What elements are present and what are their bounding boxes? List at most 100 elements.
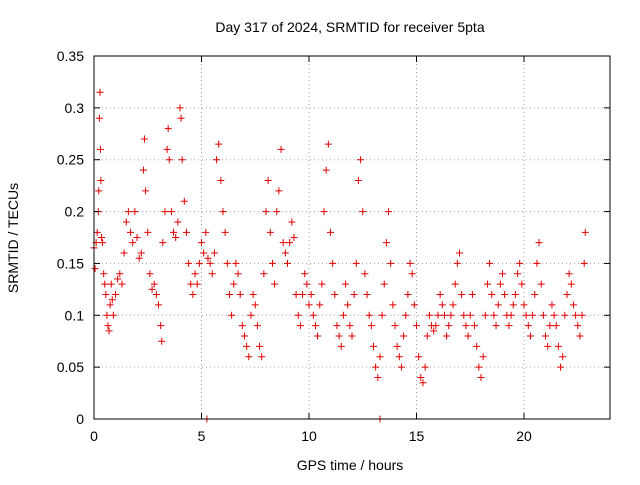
- data-point: [569, 301, 577, 309]
- data-point: [150, 280, 158, 288]
- y-axis-label: SRMTID / TECUs: [5, 183, 21, 293]
- data-point: [112, 291, 119, 299]
- data-point: [419, 379, 427, 387]
- data-point: [402, 311, 410, 319]
- data-point: [460, 311, 468, 319]
- data-point: [537, 280, 545, 288]
- data-point: [387, 259, 395, 267]
- data-point: [415, 353, 423, 361]
- data-point: [533, 259, 541, 267]
- data-point: [524, 322, 532, 330]
- data-point: [509, 301, 517, 309]
- data-point: [389, 301, 397, 309]
- data-point: [501, 291, 509, 299]
- data-point: [557, 363, 565, 371]
- data-point: [217, 176, 225, 184]
- data-point: [434, 311, 442, 319]
- data-point: [155, 301, 162, 309]
- data-point: [324, 140, 332, 148]
- data-point: [456, 249, 463, 257]
- data-point: [163, 145, 171, 153]
- chart-title: Day 317 of 2024, SRMTID for receiver 5pt…: [215, 19, 484, 35]
- data-point: [499, 270, 506, 278]
- data-point: [567, 280, 575, 288]
- data-point: [230, 280, 238, 288]
- x-axis-label: GPS time / hours: [297, 457, 404, 473]
- data-point: [376, 353, 384, 361]
- data-point: [544, 342, 552, 350]
- data-point: [185, 259, 193, 267]
- data-point: [288, 218, 296, 226]
- data-point: [365, 311, 373, 319]
- data-point: [170, 228, 178, 236]
- data-point: [329, 259, 337, 267]
- data-point: [352, 259, 360, 267]
- data-point: [408, 270, 416, 278]
- data-point: [520, 301, 528, 309]
- data-point: [477, 374, 485, 382]
- data-point: [219, 208, 227, 216]
- data-point: [141, 135, 149, 143]
- data-point: [354, 176, 362, 184]
- y-tick-label: 0.3: [65, 100, 85, 116]
- data-point: [238, 322, 246, 330]
- x-tick-label: 0: [90, 428, 98, 444]
- data-point: [236, 291, 244, 299]
- data-point: [108, 296, 116, 304]
- data-point: [198, 239, 205, 247]
- data-point: [228, 311, 236, 319]
- data-point: [139, 166, 147, 174]
- data-point: [548, 301, 556, 309]
- data-point: [129, 239, 137, 247]
- data-point: [95, 187, 103, 195]
- data-point: [133, 234, 141, 241]
- data-point: [286, 239, 294, 247]
- data-point: [273, 208, 281, 216]
- data-point: [172, 234, 180, 241]
- data-point: [262, 208, 270, 216]
- plot-frame: [93, 55, 611, 420]
- data-point: [535, 239, 543, 247]
- data-point: [322, 166, 330, 174]
- data-point: [486, 259, 494, 267]
- x-tick-label: 5: [198, 428, 206, 444]
- data-point: [122, 218, 130, 226]
- data-point: [93, 228, 101, 236]
- data-point: [204, 254, 212, 262]
- data-point: [131, 208, 139, 216]
- data-point: [180, 197, 188, 205]
- data-point: [337, 342, 345, 350]
- y-tick-label: 0.2: [65, 204, 85, 220]
- data-point: [96, 88, 104, 96]
- data-point: [580, 259, 588, 267]
- data-point: [479, 353, 487, 361]
- data-point: [400, 332, 408, 340]
- data-point: [223, 259, 231, 267]
- data-point: [488, 291, 496, 299]
- data-point: [105, 327, 113, 335]
- y-tick-label: 0.35: [57, 48, 84, 64]
- data-point: [100, 270, 108, 278]
- data-point: [146, 270, 154, 278]
- data-point: [251, 301, 259, 309]
- data-point: [271, 280, 279, 288]
- data-point: [299, 291, 307, 299]
- data-point: [210, 249, 218, 257]
- data-point: [101, 280, 109, 288]
- data-point: [438, 301, 446, 309]
- data-point: [303, 280, 311, 288]
- data-point: [232, 259, 240, 267]
- data-point: [137, 249, 145, 257]
- data-point: [225, 291, 233, 299]
- x-tick-label: 20: [516, 428, 532, 444]
- data-point: [256, 342, 264, 350]
- data-point: [290, 234, 298, 241]
- data-point: [357, 156, 365, 164]
- data-point: [118, 280, 126, 288]
- data-point: [372, 363, 380, 371]
- data-point: [158, 337, 166, 345]
- data-point: [333, 322, 341, 330]
- data-point: [109, 311, 117, 319]
- data-point: [421, 363, 429, 371]
- data-point: [451, 280, 459, 288]
